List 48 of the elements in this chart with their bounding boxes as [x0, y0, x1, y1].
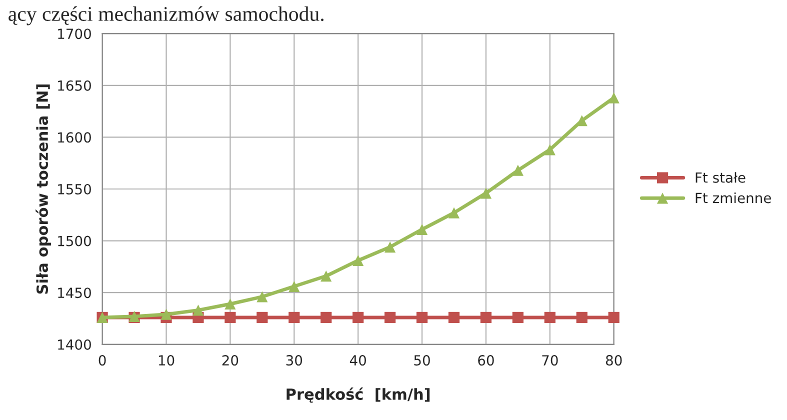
x-tick-label: 80	[606, 355, 622, 366]
point	[256, 291, 268, 302]
legend-label: Ft zmienne	[696, 192, 771, 204]
x-tick-label: 20	[222, 355, 238, 366]
point	[448, 207, 460, 218]
point	[544, 144, 556, 156]
x-tick-label: 50	[414, 355, 430, 366]
x-tick-label: 30	[286, 355, 302, 366]
legend-label: Ft stałe	[696, 172, 746, 183]
point	[352, 254, 364, 266]
point	[320, 312, 332, 324]
point	[480, 312, 492, 324]
x-tick-label: 10	[158, 355, 174, 366]
point	[576, 312, 588, 324]
point	[224, 298, 236, 310]
y-tick-label: 1700	[58, 28, 91, 40]
point	[352, 312, 364, 324]
x-tick-label: 40	[350, 355, 366, 366]
point	[192, 304, 204, 316]
text: ący części mechanizmów samochodu.	[8, 6, 324, 26]
y-tick-label: 1500	[58, 236, 91, 246]
point	[288, 312, 300, 324]
point	[416, 224, 428, 235]
point	[256, 312, 268, 324]
point	[448, 312, 460, 324]
point	[384, 241, 396, 253]
point	[384, 312, 396, 324]
y-tick-label: 1600	[58, 132, 91, 143]
point	[544, 312, 556, 324]
x-tick-label: 70	[542, 355, 558, 366]
point	[608, 312, 620, 324]
x-axis-title: Prędkość [km/h]	[286, 388, 430, 403]
point	[416, 312, 428, 324]
point	[512, 164, 524, 176]
point	[608, 92, 620, 104]
y-axis-title: Siła oporów toczenia [N]	[36, 84, 51, 294]
y-tick-label: 1450	[58, 288, 91, 298]
point	[320, 270, 332, 282]
point	[480, 188, 492, 199]
point	[288, 280, 300, 292]
x-tick-label: 60	[478, 355, 494, 366]
y-tick-label: 1550	[58, 184, 91, 194]
point	[224, 312, 236, 324]
x-tick-label: 0	[98, 355, 106, 366]
point	[160, 308, 172, 320]
y-tick-label: 1650	[58, 80, 91, 91]
point	[512, 312, 524, 324]
y-tick-label: 1400	[58, 339, 91, 350]
